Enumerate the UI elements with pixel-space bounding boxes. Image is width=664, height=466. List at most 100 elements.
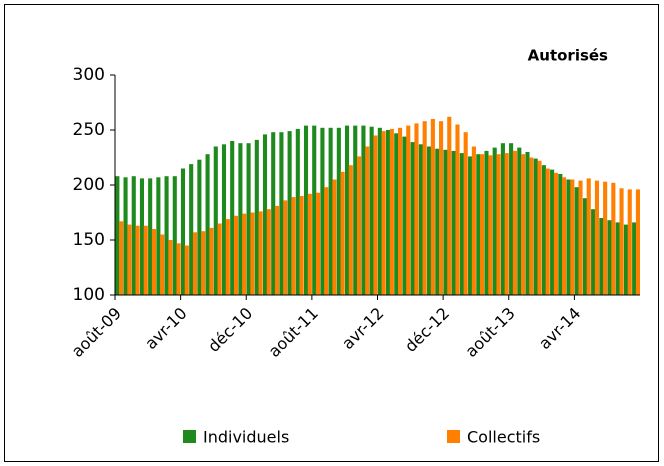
bar	[151, 229, 157, 295]
bar	[591, 209, 596, 295]
bar	[221, 144, 227, 295]
bar	[348, 165, 353, 295]
bar	[254, 139, 259, 295]
bar	[295, 128, 300, 295]
bar	[156, 177, 161, 295]
bar	[344, 125, 350, 295]
bar	[599, 218, 604, 295]
bar	[303, 125, 309, 295]
bar	[307, 193, 312, 295]
bar	[328, 127, 333, 295]
y-tick-label: 150	[73, 230, 105, 250]
bar	[386, 130, 391, 295]
bar	[553, 172, 558, 295]
bar	[427, 146, 432, 295]
bar	[500, 143, 505, 295]
bar	[435, 148, 440, 295]
bar	[299, 196, 304, 295]
bar	[324, 187, 329, 295]
bar	[488, 155, 493, 295]
bar	[480, 154, 485, 295]
bar	[258, 211, 263, 295]
bar	[315, 192, 321, 295]
y-tick-label: 250	[73, 120, 105, 140]
bar	[541, 165, 546, 295]
bar	[463, 132, 468, 295]
bar	[484, 150, 489, 295]
bar	[332, 179, 337, 295]
bar	[389, 128, 394, 295]
bar	[353, 125, 358, 295]
bar	[356, 156, 362, 295]
bar	[611, 182, 616, 295]
bar	[201, 231, 206, 295]
bar	[160, 234, 165, 295]
bar	[225, 219, 230, 295]
legend-swatch	[183, 430, 196, 443]
bar	[143, 225, 148, 295]
bar	[291, 197, 296, 295]
bar	[192, 232, 198, 295]
bar	[266, 209, 271, 295]
bar	[414, 123, 419, 296]
bar	[492, 147, 497, 295]
bar	[509, 143, 514, 295]
bar	[562, 177, 567, 295]
bar	[504, 153, 509, 295]
bar	[271, 132, 276, 295]
bar	[381, 131, 386, 295]
bar	[418, 144, 423, 295]
bar	[168, 240, 173, 295]
bar	[209, 227, 214, 295]
bar	[533, 158, 538, 295]
bar	[176, 243, 181, 295]
bar	[623, 224, 628, 295]
bar	[274, 205, 280, 295]
bar	[578, 180, 583, 295]
bar	[615, 222, 620, 295]
bar	[279, 132, 284, 295]
bar	[619, 188, 624, 295]
bar	[582, 198, 587, 295]
bar	[525, 152, 530, 295]
bar	[455, 124, 460, 295]
bar	[262, 134, 268, 295]
bar	[632, 222, 637, 295]
chart-title: Autorisés	[528, 47, 608, 65]
bar	[233, 215, 239, 295]
bar	[250, 212, 255, 295]
bar	[287, 131, 292, 295]
bar	[131, 176, 136, 295]
bar	[529, 157, 534, 295]
bar	[394, 133, 399, 295]
bar	[164, 176, 169, 295]
bar	[517, 147, 522, 295]
bar	[127, 224, 132, 295]
bar	[406, 125, 411, 295]
bar	[451, 150, 456, 295]
bar	[512, 150, 517, 295]
bar	[148, 178, 153, 295]
bar	[496, 154, 501, 295]
bar	[139, 178, 145, 295]
legend-swatch	[447, 430, 460, 443]
bar	[627, 189, 632, 295]
bar	[566, 179, 571, 295]
bar	[443, 149, 448, 295]
bar	[336, 127, 341, 295]
bar	[558, 174, 563, 295]
bar	[459, 153, 464, 295]
bar	[217, 223, 222, 295]
bar	[439, 121, 444, 295]
bar	[574, 187, 579, 295]
bar	[246, 143, 251, 295]
bar	[476, 154, 481, 295]
bar	[180, 168, 186, 295]
bar	[184, 245, 189, 295]
bar	[230, 141, 235, 295]
bar	[521, 154, 526, 295]
legend-label: Individuels	[203, 428, 289, 447]
bar	[365, 146, 370, 295]
bar	[468, 156, 473, 295]
